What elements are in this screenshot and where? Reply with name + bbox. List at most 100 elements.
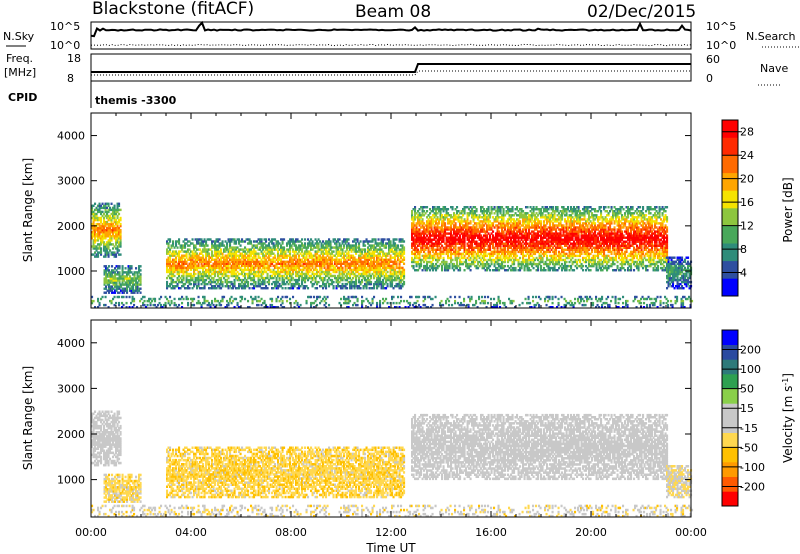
power-cell	[412, 220, 415, 223]
power-cell	[260, 287, 263, 290]
power-cell	[350, 270, 353, 274]
power-cell	[172, 285, 175, 288]
power-cell	[346, 268, 349, 272]
power-cell	[103, 212, 106, 216]
power-cell	[262, 270, 265, 274]
power-cell	[356, 262, 359, 265]
power-cell	[454, 248, 457, 251]
power-cell	[220, 282, 223, 286]
power-cell	[337, 266, 340, 270]
power-cell	[424, 266, 427, 270]
power-cell	[374, 238, 377, 241]
power-cell	[395, 266, 398, 270]
power-cell	[364, 258, 367, 261]
power-cell	[341, 268, 344, 272]
power-cell	[415, 222, 418, 225]
power-cell	[436, 226, 439, 229]
power-cell	[167, 238, 170, 241]
power-cell	[292, 238, 295, 241]
power-cell	[430, 240, 433, 243]
power-cell	[257, 256, 260, 259]
power-cell	[115, 227, 118, 230]
power-cell	[179, 260, 182, 263]
power-cell	[420, 222, 423, 225]
power-cell	[459, 242, 462, 245]
power-cell	[313, 262, 316, 265]
power-cell	[182, 268, 185, 272]
power-cell	[181, 270, 184, 274]
power-cell	[414, 230, 417, 233]
power-cell	[236, 278, 239, 282]
power-cell	[322, 276, 325, 280]
power-cell	[118, 267, 121, 270]
power-cell	[417, 240, 420, 243]
power-cell	[115, 218, 118, 222]
power-cell	[411, 224, 414, 227]
power-cell	[391, 264, 394, 268]
power-cell	[95, 255, 98, 258]
power-cell	[194, 264, 197, 268]
power-cell	[412, 226, 415, 229]
power-cell	[100, 247, 103, 250]
power-cell	[322, 264, 325, 268]
power-cell	[98, 231, 101, 234]
power-cell	[286, 274, 289, 278]
power-cell	[113, 206, 116, 210]
power-cell	[187, 258, 190, 261]
power-cell	[417, 222, 420, 225]
power-cell	[185, 287, 188, 290]
power-cell	[113, 208, 116, 212]
power-cell	[251, 246, 254, 249]
power-cell	[352, 285, 355, 288]
power-cell	[197, 256, 200, 259]
power-cell	[350, 260, 353, 263]
power-cell	[445, 212, 448, 215]
power-cell	[193, 252, 196, 255]
power-cell	[212, 285, 215, 288]
power-cell	[190, 266, 193, 270]
power-cell	[106, 279, 109, 282]
power-cell	[373, 254, 376, 257]
power-cell	[319, 240, 322, 243]
power-cell	[438, 232, 441, 235]
power-cell	[385, 254, 388, 257]
noise-tick-left-bottom: 10^0	[50, 39, 80, 52]
power-cell	[338, 246, 341, 249]
power-cell	[412, 260, 415, 264]
power-cell	[433, 224, 436, 227]
power-cell	[426, 228, 429, 231]
power-cell	[105, 281, 108, 284]
power-cell	[238, 258, 241, 261]
power-cell	[136, 289, 139, 292]
power-cell	[97, 237, 100, 240]
power-cell	[135, 267, 138, 270]
power-cell	[311, 276, 314, 280]
power-cell	[391, 285, 394, 288]
power-cell	[361, 262, 364, 265]
power-cell	[116, 249, 119, 252]
power-cell	[289, 250, 292, 253]
power-cell	[235, 240, 238, 243]
power-cell	[314, 272, 317, 276]
power-cell	[347, 244, 350, 247]
power-cell	[332, 270, 335, 274]
power-cell	[100, 251, 103, 254]
power-cell	[220, 278, 223, 282]
power-cell	[220, 272, 223, 276]
power-cell	[414, 228, 417, 231]
power-cell	[302, 246, 305, 249]
power-cell	[265, 248, 268, 251]
power-cell	[250, 282, 253, 286]
power-cell	[118, 243, 121, 246]
power-cell	[456, 258, 459, 262]
power-cell	[362, 272, 365, 276]
power-cell	[429, 250, 432, 254]
power-cell	[235, 246, 238, 249]
power-cell	[332, 268, 335, 272]
power-cell	[179, 270, 182, 274]
power-cell	[236, 266, 239, 270]
power-cell	[415, 269, 418, 272]
power-cell	[271, 270, 274, 274]
power-cell	[296, 264, 299, 268]
power-cell	[248, 268, 251, 272]
